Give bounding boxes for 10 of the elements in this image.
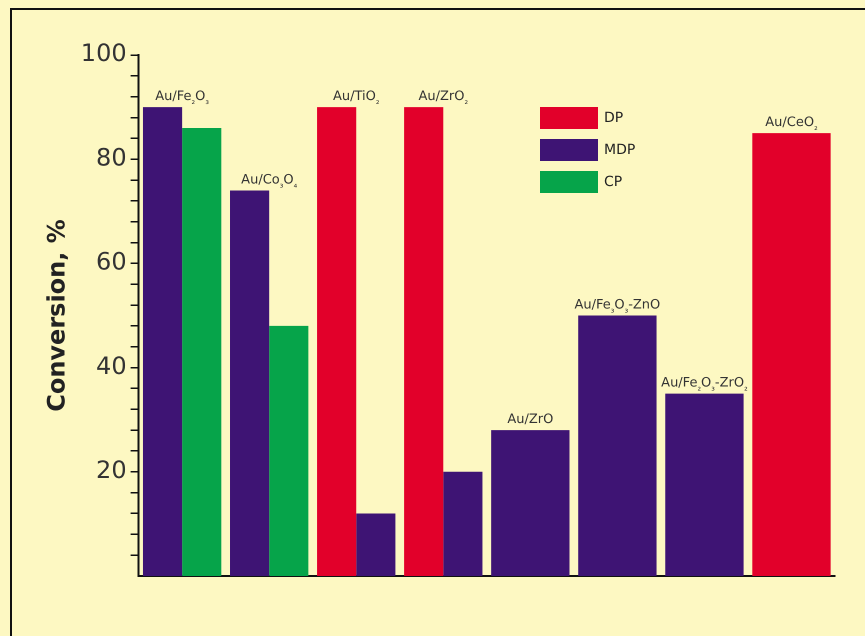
legend-label: DP bbox=[604, 110, 624, 126]
y-tick-label: 60 bbox=[96, 248, 127, 276]
x-tick-label: Au/ZrO bbox=[507, 412, 554, 427]
y-tick-label: 100 bbox=[80, 39, 127, 68]
y-tick-label: 40 bbox=[96, 352, 127, 380]
legend-label: CP bbox=[604, 174, 622, 190]
y-tick-label: 80 bbox=[96, 143, 127, 172]
y-axis-title: Conversion, % bbox=[42, 219, 71, 412]
y-tick-label: 20 bbox=[96, 456, 127, 484]
legend-label: MDP bbox=[604, 142, 636, 158]
